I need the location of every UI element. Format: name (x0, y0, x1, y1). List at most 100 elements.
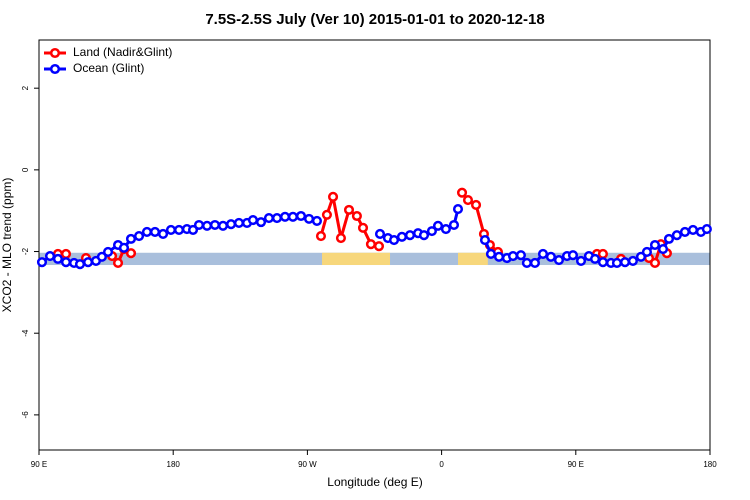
data-point (657, 244, 669, 255)
data-point (470, 199, 482, 211)
data-point (619, 257, 631, 268)
data-point (641, 246, 652, 257)
data-point (426, 226, 437, 237)
data-point (279, 211, 291, 222)
x-tick-label: 90 E (31, 460, 47, 469)
x-tick-label: 0 (439, 460, 444, 469)
data-point (60, 248, 72, 260)
data-point (247, 215, 259, 226)
legend-marker (49, 47, 61, 59)
data-point (102, 246, 114, 257)
data-point (701, 224, 712, 235)
data-point (209, 219, 221, 231)
data-point (226, 219, 237, 230)
data-point (311, 215, 322, 226)
data-point (440, 224, 451, 235)
data-point (233, 217, 245, 228)
data-point (271, 212, 283, 224)
data-point (118, 242, 130, 253)
data-point (611, 257, 623, 269)
data-point (448, 219, 460, 231)
data-point (374, 228, 386, 240)
data-point (388, 235, 400, 246)
data-point (567, 250, 579, 261)
data-point (521, 257, 532, 269)
data-point (529, 257, 540, 269)
data-point (649, 257, 661, 269)
data-point (663, 233, 675, 244)
data-point (493, 251, 505, 262)
data-point (545, 251, 556, 262)
data-point (597, 257, 608, 268)
x-axis-label: Longitude (deg E) (327, 475, 422, 489)
data-point (125, 248, 137, 259)
band-segment (458, 252, 488, 266)
series-line (319, 195, 380, 248)
data-point (201, 220, 213, 231)
data-point (357, 222, 369, 233)
data-point (74, 259, 86, 270)
x-tick-label: 180 (703, 460, 717, 469)
data-point (303, 213, 315, 224)
data-point (149, 226, 161, 237)
data-point (158, 228, 169, 240)
data-point (187, 224, 199, 235)
data-point (365, 239, 376, 250)
data-point (635, 251, 647, 262)
data-point (60, 257, 72, 268)
data-point (315, 230, 327, 242)
data-point (193, 219, 205, 231)
data-point (485, 248, 497, 260)
data-point (396, 231, 407, 242)
data-point (52, 253, 63, 264)
data-point (295, 210, 307, 222)
data-point (575, 255, 587, 266)
data-point (327, 191, 339, 202)
data-point (287, 211, 298, 222)
plot-frame (38, 39, 711, 451)
data-point (553, 255, 565, 266)
data-point (335, 233, 347, 244)
data-point (589, 253, 601, 264)
data-point (507, 250, 519, 262)
y-tick-label: -4 (21, 329, 30, 337)
data-point (134, 230, 145, 242)
data-point (321, 209, 332, 220)
data-point (515, 250, 526, 261)
data-point (217, 220, 229, 231)
y-tick-label: -6 (21, 411, 30, 419)
data-point (125, 233, 137, 244)
chart-title: 7.5S-2.5S July (Ver 10) 2015-01-01 to 20… (205, 11, 544, 28)
data-point (627, 255, 638, 266)
x-tick-label: 180 (167, 460, 181, 469)
legend-label: Ocean (Glint) (73, 61, 144, 75)
data-point (452, 204, 464, 215)
data-point (44, 250, 56, 262)
data-point (687, 224, 699, 235)
legend-label: Land (Nadir&Glint) (73, 45, 172, 59)
data-point (404, 230, 416, 241)
data-point (343, 204, 355, 215)
data-point (649, 239, 661, 251)
data-point (373, 241, 385, 252)
data-point (255, 217, 267, 228)
data-point (173, 224, 185, 235)
data-point (141, 226, 153, 237)
data-point (418, 230, 430, 241)
data-point (462, 195, 474, 206)
band-segment (322, 252, 391, 266)
data-point (597, 248, 608, 260)
legend-marker (49, 63, 61, 75)
data-point (96, 251, 107, 262)
data-point (432, 220, 444, 231)
y-axis-label: XCO2 - MLO trend (ppm) (0, 178, 14, 313)
data-point (263, 212, 274, 224)
data-point (36, 257, 48, 268)
data-point (679, 226, 690, 237)
y-tick-label: 0 (21, 167, 30, 172)
y-tick-label: -2 (21, 247, 30, 255)
data-point (537, 248, 549, 260)
data-point (83, 257, 94, 268)
data-point (456, 187, 468, 198)
